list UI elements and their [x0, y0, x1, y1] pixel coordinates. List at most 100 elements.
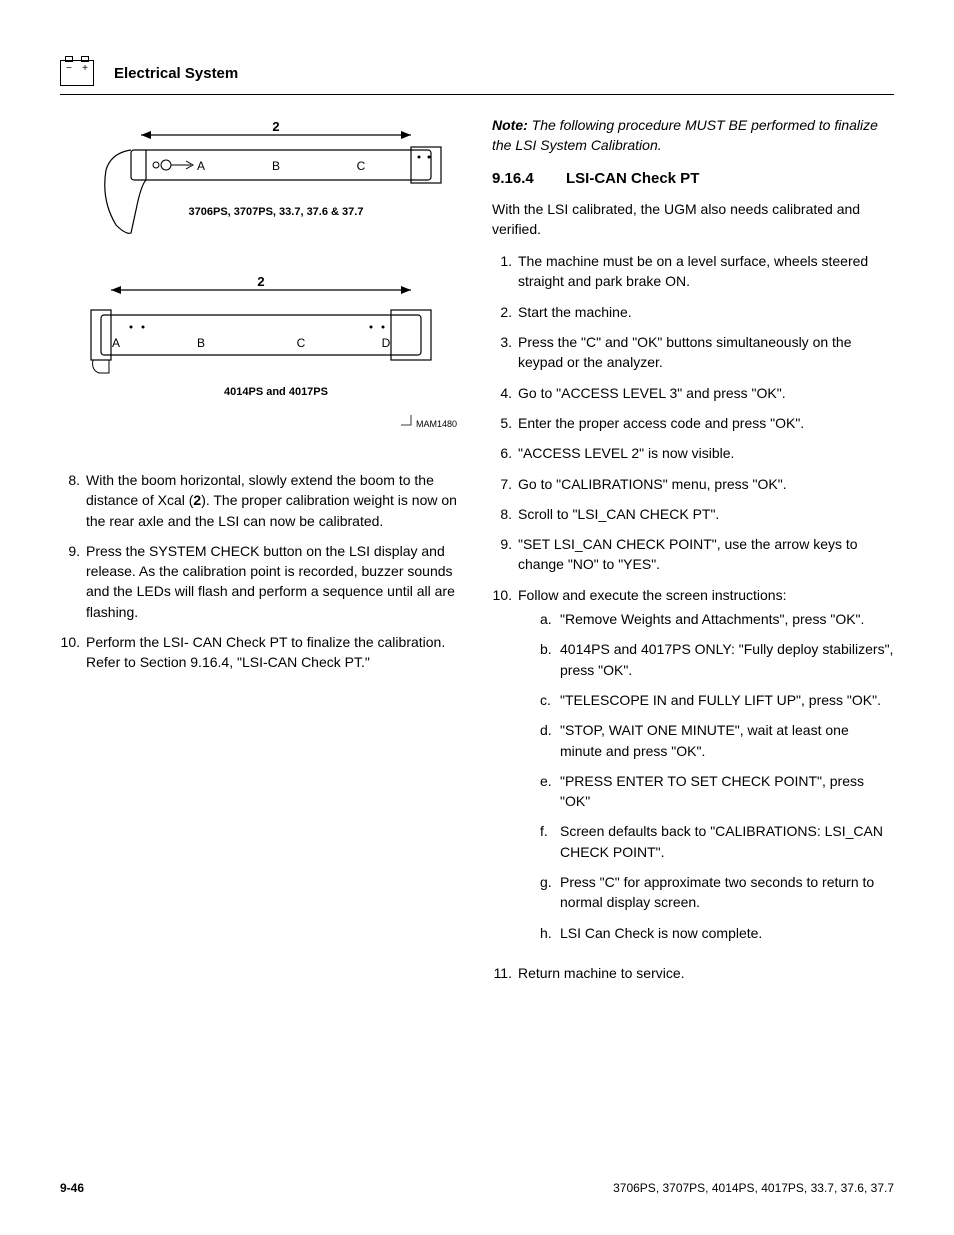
sub-letter: f. — [540, 821, 560, 862]
sub-letter: h. — [540, 923, 560, 943]
sub-item: e."PRESS ENTER TO SET CHECK POINT", pres… — [540, 771, 894, 812]
list-item: 8.Scroll to "LSI_CAN CHECK PT". — [492, 504, 894, 524]
sub-item: h.LSI Can Check is now complete. — [540, 923, 894, 943]
step-text: With the boom horizontal, slowly extend … — [86, 470, 462, 531]
svg-text:B: B — [272, 159, 280, 173]
sub-text: "PRESS ENTER TO SET CHECK POINT", press … — [560, 771, 894, 812]
subsection-num: 9.16.4 — [492, 170, 566, 187]
step-text: Go to "ACCESS LEVEL 3" and press "OK". — [518, 383, 894, 403]
sub-letter: g. — [540, 872, 560, 913]
sub-item: b.4014PS and 4017PS ONLY: "Fully deploy … — [540, 639, 894, 680]
sub-letter: c. — [540, 690, 560, 710]
section-title: Electrical System — [114, 65, 238, 82]
step-num: 11. — [492, 963, 518, 983]
right-steps: 1.The machine must be on a level surface… — [492, 251, 894, 983]
battery-icon: − + — [60, 60, 94, 86]
boom-diagram: 2 A B C 3706PS, 3707PS, 33.7, 37.6 & 3 — [60, 115, 462, 455]
svg-text:D: D — [382, 336, 391, 350]
sub-text: "TELESCOPE IN and FULLY LIFT UP", press … — [560, 690, 894, 710]
list-item: 11.Return machine to service. — [492, 963, 894, 983]
sub-text: Press "C" for approximate two seconds to… — [560, 872, 894, 913]
list-item: 10.Perform the LSI- CAN Check PT to fina… — [60, 632, 462, 673]
step-text: Press the "C" and "OK" buttons simultane… — [518, 332, 894, 373]
step-num: 10. — [60, 632, 86, 673]
list-item: 2.Start the machine. — [492, 302, 894, 322]
list-item: 7.Go to "CALIBRATIONS" menu, press "OK". — [492, 474, 894, 494]
step-text: Follow and execute the screen instructio… — [518, 585, 894, 953]
sub-item: f.Screen defaults back to "CALIBRATIONS:… — [540, 821, 894, 862]
list-item: 1.The machine must be on a level surface… — [492, 251, 894, 292]
step-text: The machine must be on a level surface, … — [518, 251, 894, 292]
step-text: "SET LSI_CAN CHECK POINT", use the arrow… — [518, 534, 894, 575]
step-num: 9. — [60, 541, 86, 622]
step-text: "ACCESS LEVEL 2" is now visible. — [518, 443, 894, 463]
sub-text: LSI Can Check is now complete. — [560, 923, 894, 943]
note-body: The following procedure MUST BE performe… — [492, 117, 878, 153]
step-num: 9. — [492, 534, 518, 575]
step-num: 4. — [492, 383, 518, 403]
step-text: Scroll to "LSI_CAN CHECK PT". — [518, 504, 894, 524]
step-text: Start the machine. — [518, 302, 894, 322]
sub-text: "Remove Weights and Attachments", press … — [560, 609, 894, 629]
sub-item: g.Press "C" for approximate two seconds … — [540, 872, 894, 913]
dim-label-top: 2 — [272, 119, 279, 134]
sub-text: "STOP, WAIT ONE MINUTE", wait at least o… — [560, 720, 894, 761]
sub-steps: a."Remove Weights and Attachments", pres… — [540, 609, 894, 943]
svg-text:A: A — [197, 159, 205, 173]
note: Note: The following procedure MUST BE pe… — [492, 115, 894, 156]
footer-models: 3706PS, 3707PS, 4014PS, 4017PS, 33.7, 37… — [613, 1181, 894, 1195]
step-text: Return machine to service. — [518, 963, 894, 983]
list-item: 5.Enter the proper access code and press… — [492, 413, 894, 433]
list-item: 3.Press the "C" and "OK" buttons simulta… — [492, 332, 894, 373]
subsection-heading: 9.16.4 LSI-CAN Check PT — [492, 170, 894, 187]
intro-paragraph: With the LSI calibrated, the UGM also ne… — [492, 199, 894, 240]
step-num: 7. — [492, 474, 518, 494]
step-text: Press the SYSTEM CHECK button on the LSI… — [86, 541, 462, 622]
list-item: 4.Go to "ACCESS LEVEL 3" and press "OK". — [492, 383, 894, 403]
step-num: 8. — [492, 504, 518, 524]
step-num: 3. — [492, 332, 518, 373]
step-num: 5. — [492, 413, 518, 433]
sub-item: c."TELESCOPE IN and FULLY LIFT UP", pres… — [540, 690, 894, 710]
page-footer: 9-46 3706PS, 3707PS, 4014PS, 4017PS, 33.… — [60, 1181, 894, 1195]
list-item: 6."ACCESS LEVEL 2" is now visible. — [492, 443, 894, 463]
top-caption: 3706PS, 3707PS, 33.7, 37.6 & 37.7 — [189, 206, 364, 218]
page-number: 9-46 — [60, 1181, 84, 1195]
header: − + Electrical System — [60, 60, 894, 95]
minus-symbol: − — [66, 64, 72, 74]
svg-text:A: A — [112, 336, 120, 350]
plus-symbol: + — [82, 64, 88, 74]
list-item: 8.With the boom horizontal, slowly exten… — [60, 470, 462, 531]
step-text: Enter the proper access code and press "… — [518, 413, 894, 433]
step-num: 8. — [60, 470, 86, 531]
step-lead: Follow and execute the screen instructio… — [518, 587, 786, 603]
note-label: Note: — [492, 117, 528, 133]
step-num: 2. — [492, 302, 518, 322]
dim-label-bottom: 2 — [257, 274, 264, 289]
sub-letter: e. — [540, 771, 560, 812]
page: − + Electrical System 2 — [0, 0, 954, 1235]
sub-letter: d. — [540, 720, 560, 761]
step-num: 1. — [492, 251, 518, 292]
right-column: Note: The following procedure MUST BE pe… — [492, 115, 894, 993]
sub-item: a."Remove Weights and Attachments", pres… — [540, 609, 894, 629]
bottom-caption: 4014PS and 4017PS — [224, 386, 328, 398]
list-item: 9."SET LSI_CAN CHECK POINT", use the arr… — [492, 534, 894, 575]
step-num: 10. — [492, 585, 518, 953]
svg-text:C: C — [297, 336, 306, 350]
list-item: 9.Press the SYSTEM CHECK button on the L… — [60, 541, 462, 622]
sub-letter: b. — [540, 639, 560, 680]
diagram-code: MAM1480 — [416, 419, 457, 429]
svg-text:C: C — [357, 159, 366, 173]
sub-item: d."STOP, WAIT ONE MINUTE", wait at least… — [540, 720, 894, 761]
step-text: Go to "CALIBRATIONS" menu, press "OK". — [518, 474, 894, 494]
left-column: 2 A B C 3706PS, 3707PS, 33.7, 37.6 & 3 — [60, 115, 462, 993]
content-columns: 2 A B C 3706PS, 3707PS, 33.7, 37.6 & 3 — [60, 115, 894, 993]
sub-text: Screen defaults back to "CALIBRATIONS: L… — [560, 821, 894, 862]
svg-text:B: B — [197, 336, 205, 350]
step-text: Perform the LSI- CAN Check PT to finaliz… — [86, 632, 462, 673]
list-item: 10. Follow and execute the screen instru… — [492, 585, 894, 953]
left-steps: 8.With the boom horizontal, slowly exten… — [60, 470, 462, 673]
diagram-container: 2 A B C 3706PS, 3707PS, 33.7, 37.6 & 3 — [60, 115, 462, 455]
subsection-title: LSI-CAN Check PT — [566, 170, 699, 187]
